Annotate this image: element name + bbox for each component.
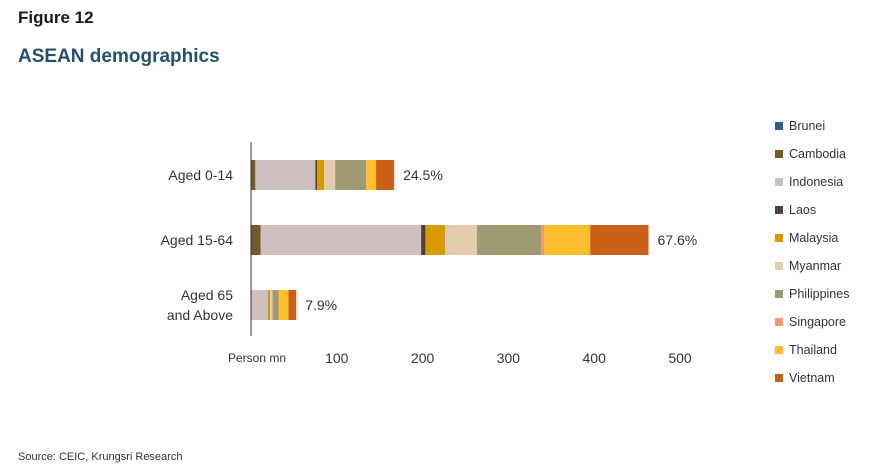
data-label-0: 24.5% (403, 167, 443, 183)
bar-singapore-2 (278, 290, 280, 320)
bar-indonesia-2 (251, 290, 269, 320)
x-axis-unit-label: Person mn (228, 351, 286, 365)
bar-cambodia-1 (251, 225, 261, 255)
data-label-2: 7.9% (305, 297, 337, 313)
legend-item-brunei: Brunei (775, 112, 849, 140)
bar-indonesia-0 (255, 160, 316, 190)
legend-item-philippines: Philippines (775, 280, 849, 308)
x-tick-label-400: 400 (583, 350, 607, 366)
legend-swatch (775, 290, 783, 298)
legend-label: Vietnam (789, 371, 835, 385)
legend-item-malaysia: Malaysia (775, 224, 849, 252)
bar-singapore-1 (541, 225, 545, 255)
legend-item-laos: Laos (775, 196, 849, 224)
legend-label: Philippines (789, 287, 850, 301)
category-label-0-0: Aged 0-14 (168, 167, 233, 183)
bar-malaysia-0 (317, 160, 325, 190)
legend-label: Thailand (789, 343, 837, 357)
legend-swatch (775, 206, 783, 214)
bar-thailand-2 (279, 290, 289, 320)
x-tick-label-300: 300 (497, 350, 521, 366)
bar-vietnam-0 (376, 160, 395, 190)
legend-label: Brunei (789, 119, 826, 133)
bar-thailand-0 (366, 160, 377, 190)
legend-swatch (775, 178, 783, 186)
legend-item-vietnam: Vietnam (775, 364, 849, 392)
bar-thailand-1 (544, 225, 591, 255)
figure-label: Figure 12 (18, 8, 94, 27)
category-label-2-0: Aged 65 (181, 287, 233, 303)
x-tick-label-500: 500 (668, 350, 692, 366)
legend-item-cambodia: Cambodia (775, 140, 849, 168)
bar-cambodia-0 (251, 160, 256, 190)
legend-label: Singapore (789, 315, 846, 329)
legend-swatch (775, 234, 783, 242)
bar-indonesia-1 (260, 225, 422, 255)
legend-item-myanmar: Myanmar (775, 252, 849, 280)
bar-myanmar-1 (445, 225, 477, 255)
bar-philippines-0 (335, 160, 367, 190)
bar-philippines-1 (476, 225, 542, 255)
stacked-bar-chart: 24.5% 67.6% 7.9% Aged 0-14 Aged 15-64 Aged 65… (161, 142, 698, 366)
legend-label: Indonesia (789, 175, 844, 189)
legend-label: Cambodia (789, 147, 846, 161)
legend-swatch (775, 346, 783, 354)
chart-title: ASEAN demographics (18, 46, 220, 67)
legend-item-singapore: Singapore (775, 308, 849, 336)
bar-philippines-2 (272, 290, 279, 320)
legend-swatch (775, 374, 783, 382)
bar-vietnam-2 (288, 290, 297, 320)
bar-malaysia-1 (425, 225, 446, 255)
source-note: Source: CEIC, Krungsri Research (18, 451, 183, 463)
category-label-2-1: and Above (167, 307, 233, 323)
x-tick-label-200: 200 (411, 350, 435, 366)
bar-laos-1 (421, 225, 426, 255)
legend-label: Myanmar (789, 259, 842, 273)
category-label-1-0: Aged 15-64 (161, 232, 234, 248)
legend-item-thailand: Thailand (775, 336, 849, 364)
legend-swatch (775, 318, 783, 326)
bar-singapore-0 (366, 160, 367, 190)
legend-swatch (775, 122, 783, 130)
legend-item-indonesia: Indonesia (775, 168, 849, 196)
bar-vietnam-1 (590, 225, 649, 255)
legend-swatch (775, 150, 783, 158)
x-tick-label-100: 100 (325, 350, 349, 366)
legend-label: Laos (789, 203, 817, 217)
legend-swatch (775, 262, 783, 270)
data-label-1: 67.6% (658, 232, 698, 248)
bar-myanmar-0 (324, 160, 336, 190)
legend-label: Malaysia (789, 231, 839, 245)
bar-malaysia-2 (268, 290, 270, 320)
bar-myanmar-2 (269, 290, 273, 320)
bar-laos-0 (315, 160, 318, 190)
chart-legend: Brunei Cambodia Indonesia Laos Malaysia Myanm… (775, 112, 849, 392)
